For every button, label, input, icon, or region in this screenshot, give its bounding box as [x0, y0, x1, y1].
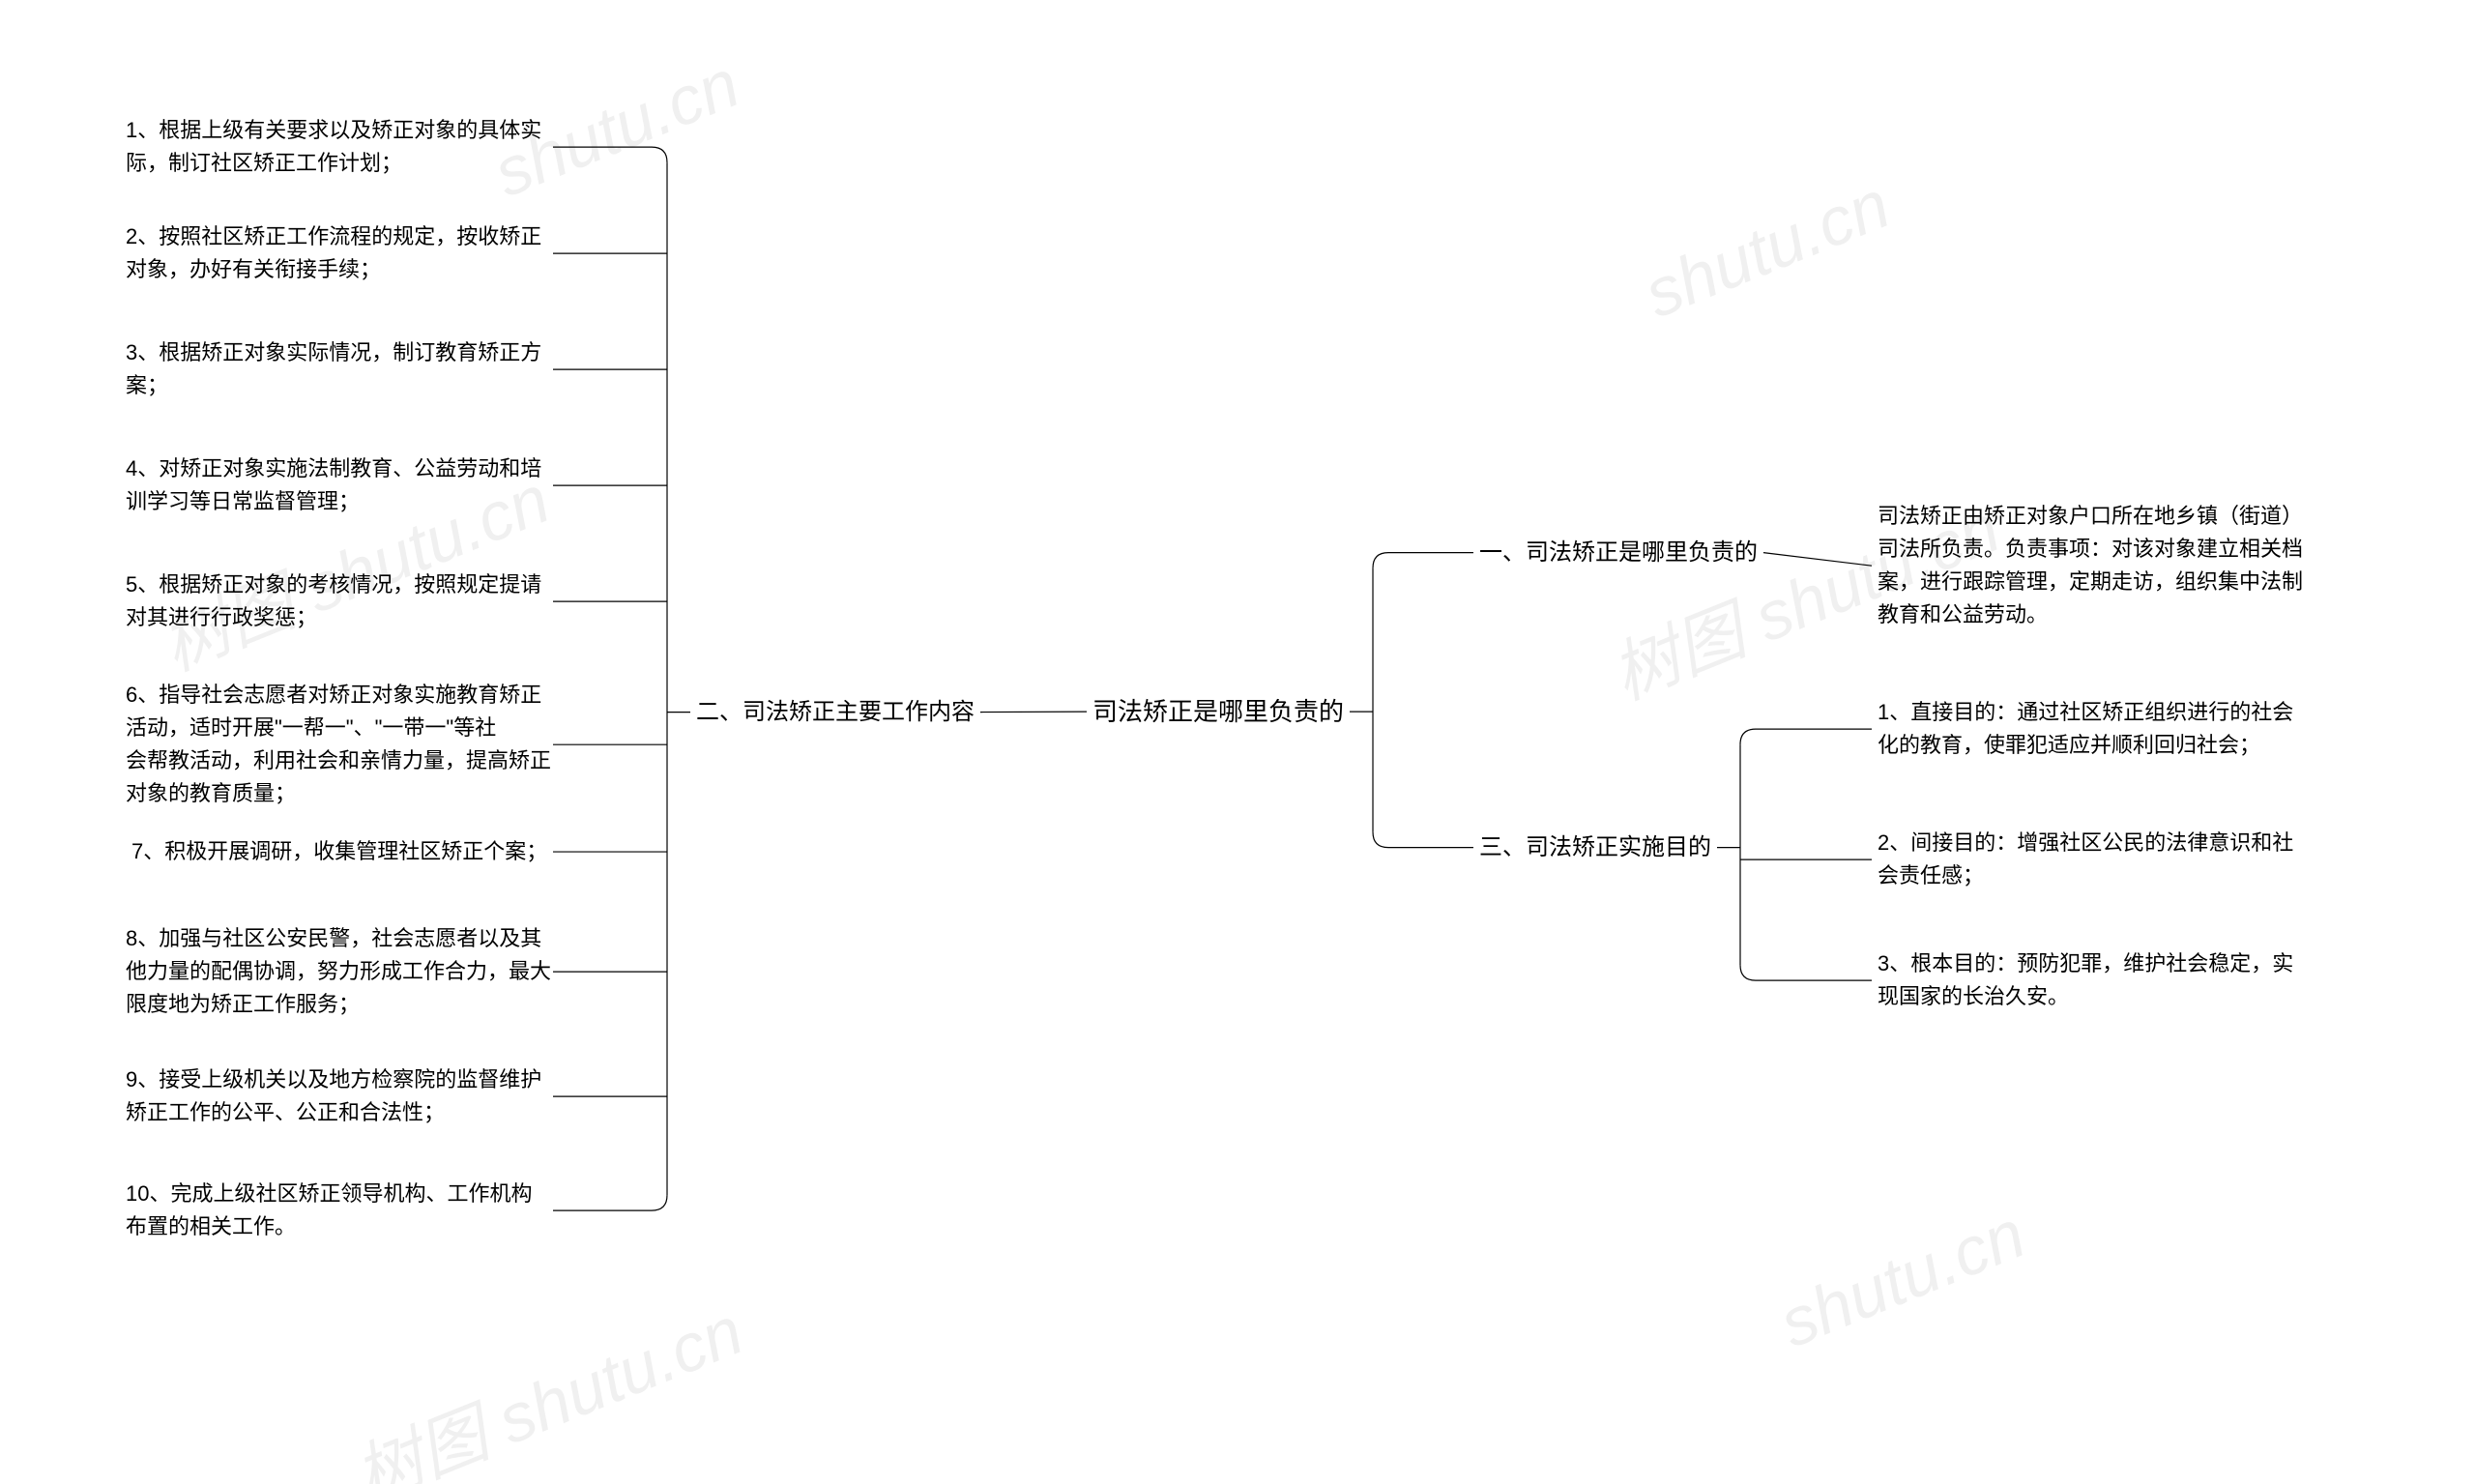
leaf-right-1-0: 1、直接目的：通过社区矫正组织进行的社会 化的教育，使罪犯适应并顺利回归社会；	[1878, 696, 2293, 762]
center-node: 司法矫正是哪里负责的	[1092, 692, 1344, 731]
leaf-left-5: 6、指导社会志愿者对矫正对象实施教育矫正 活动，适时开展"一帮一"、"一带一"等…	[126, 679, 551, 810]
leaf-left-4: 5、根据矫正对象的考核情况，按照规定提请 对其进行行政奖惩；	[126, 568, 541, 634]
leaf-left-1: 2、按照社区矫正工作流程的规定，按收矫正 对象，办好有关衔接手续；	[126, 220, 541, 286]
leaf-left-3: 4、对矫正对象实施法制教育、公益劳动和培 训学习等日常监督管理；	[126, 452, 541, 518]
leaf-left-9: 10、完成上级社区矫正领导机构、工作机构 布置的相关工作。	[126, 1178, 532, 1243]
leaf-right-1-1: 2、间接目的：增强社区公民的法律意识和社 会责任感；	[1878, 827, 2293, 892]
branch-right-0: 一、司法矫正是哪里负责的	[1479, 535, 1758, 570]
watermark: shutu.cn	[1634, 165, 1900, 333]
branch-right-1: 三、司法矫正实施目的	[1479, 829, 1711, 865]
leaf-right-1-2: 3、根本目的：预防犯罪，维护社会稳定，实 现国家的长治久安。	[1878, 947, 2293, 1013]
leaf-left-2: 3、根据矫正对象实际情况，制订教育矫正方 案；	[126, 336, 541, 402]
leaf-left-7: 8、加强与社区公安民警，社会志愿者以及其 他力量的配偶协调，努力形成工作合力，最…	[126, 922, 551, 1021]
leaf-left-0: 1、根据上级有关要求以及矫正对象的具体实 际，制订社区矫正工作计划；	[126, 114, 541, 180]
leaf-left-8: 9、接受上级机关以及地方检察院的监督维护 矫正工作的公平、公正和合法性；	[126, 1063, 541, 1129]
watermark: 树图 shutu.cn	[338, 1277, 755, 1484]
leaf-left-6: 7、积极开展调研，收集管理社区矫正个案；	[131, 835, 547, 868]
leaf-right-0-0: 司法矫正由矫正对象户口所在地乡镇（街道） 司法所负责。负责事项：对该对象建立相关…	[1878, 500, 2303, 631]
branch-left: 二、司法矫正主要工作内容	[696, 694, 975, 730]
watermark: shutu.cn	[1769, 1195, 2035, 1362]
